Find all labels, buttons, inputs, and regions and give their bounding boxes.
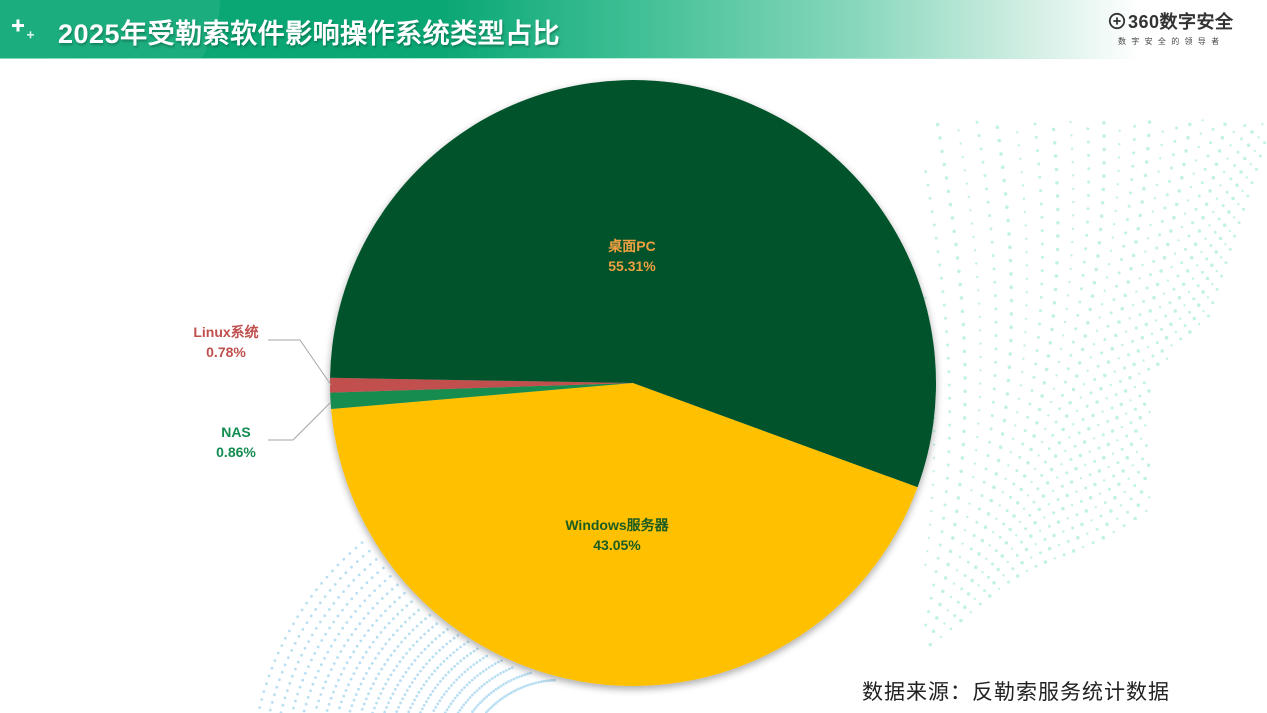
slice-desktop-pc [330, 80, 936, 488]
header-bar: 2025年受勒索软件影响操作系统类型占比 [0, 0, 1267, 59]
label-linux: Linux系统 0.78% [193, 322, 258, 362]
plus-sparkle-icon [12, 19, 34, 39]
leader-lines [268, 339, 332, 441]
slice-windows-server [331, 383, 918, 687]
label-nas: NAS 0.86% [216, 422, 256, 462]
label-linux-name: Linux系统 [193, 324, 259, 340]
header-decoration [0, 0, 220, 59]
header-divider [0, 58, 1267, 59]
plus-circle-logo-icon [1108, 12, 1126, 30]
label-desktop-pc-pct: 55.31% [608, 258, 656, 274]
label-nas-name: NAS [221, 424, 251, 440]
label-windows-server: Windows服务器 43.05% [565, 515, 668, 555]
leader-line-linux [268, 339, 332, 386]
brand-logo: 360数字安全 数字安全的领导者 [1108, 10, 1248, 50]
label-desktop-pc-name: 桌面PC [608, 238, 656, 254]
label-desktop-pc: 桌面PC 55.31% [608, 236, 655, 276]
brand-name: 360数字安全 [1128, 12, 1234, 32]
label-windows-server-name: Windows服务器 [565, 517, 669, 533]
slice-nas [330, 383, 633, 409]
page-title: 2025年受勒索软件影响操作系统类型占比 [58, 19, 561, 49]
data-source-note: 数据来源：反勒索服务统计数据 [862, 680, 1170, 704]
leader-line-nas [268, 401, 332, 441]
slice-linux [329, 377, 633, 393]
label-nas-pct: 0.86% [216, 444, 256, 460]
brand-slogan: 数字安全的领导者 [1118, 37, 1225, 46]
label-windows-server-pct: 43.05% [593, 537, 641, 553]
label-linux-pct: 0.78% [206, 344, 246, 360]
